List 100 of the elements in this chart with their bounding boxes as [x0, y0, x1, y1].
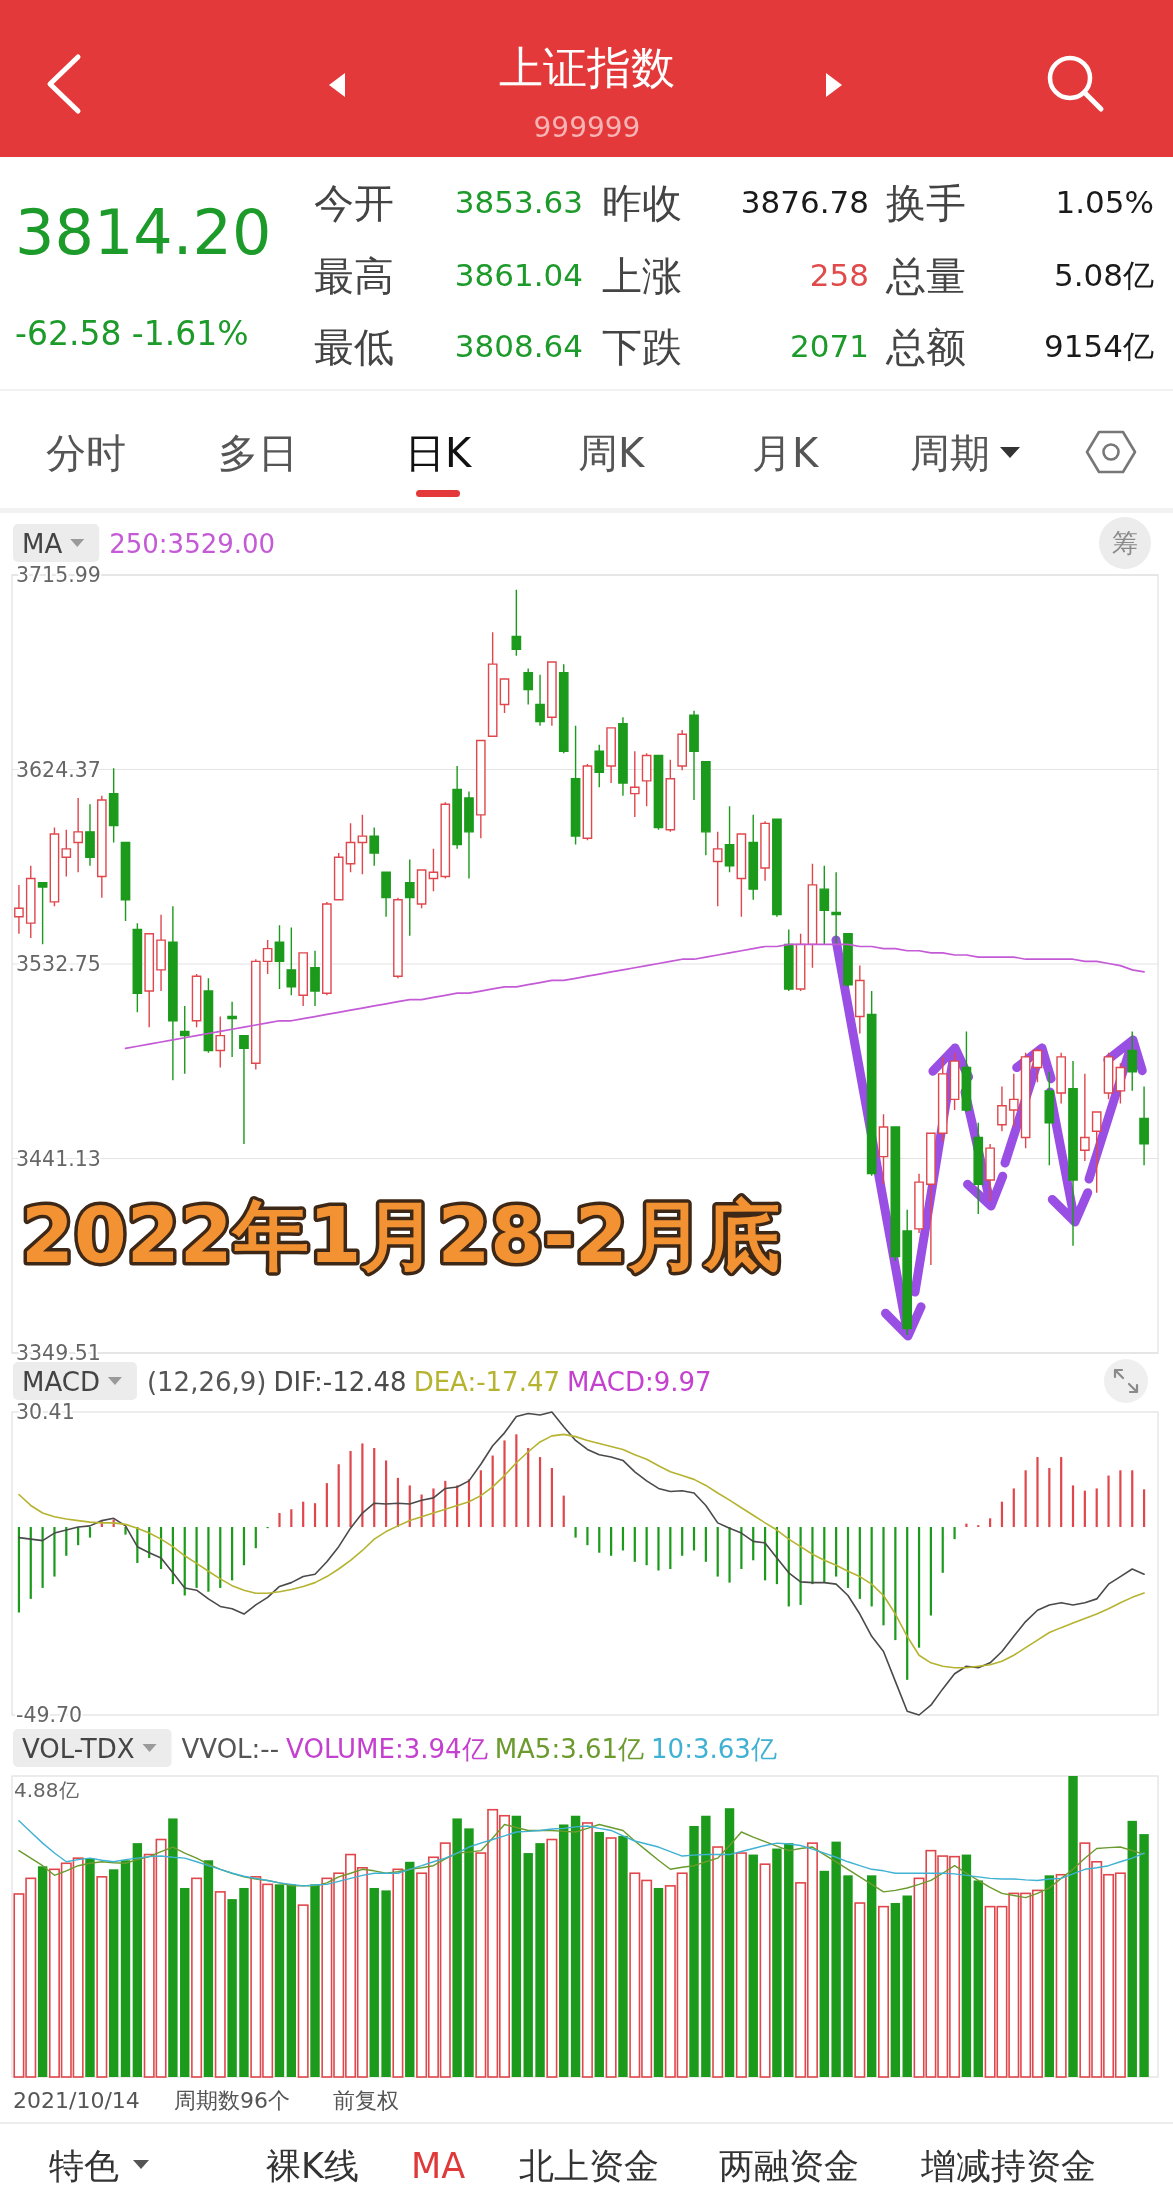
- candlestick: [618, 716, 628, 797]
- candlestick: [1032, 1047, 1043, 1084]
- candlestick: [807, 862, 818, 969]
- candlestick: [831, 871, 841, 946]
- text: 999999: [533, 111, 641, 144]
- candlestick: [558, 663, 569, 754]
- bar: [195, 1527, 198, 1588]
- text: 北上资金: [519, 2146, 659, 2186]
- candlestick: [227, 1000, 237, 1058]
- dropdown-field: MA: [13, 524, 100, 562]
- candlestick: [1020, 1051, 1031, 1149]
- text: 258: [809, 257, 869, 293]
- candlestick: [168, 905, 178, 1081]
- bar: [669, 1527, 672, 1569]
- bar: [917, 1527, 921, 1648]
- text: 日K: [404, 430, 473, 476]
- dropdown-field: VOL-TDX: [13, 1729, 172, 1767]
- bar: [704, 1527, 707, 1562]
- text: 3876.78: [740, 184, 869, 220]
- bar: [1095, 1488, 1098, 1528]
- candlestick: [914, 1172, 924, 1234]
- bar: [1107, 1475, 1110, 1528]
- candlestick: [85, 803, 95, 867]
- candlestick: [582, 763, 593, 842]
- bar: [574, 1527, 577, 1538]
- candlestick: [203, 977, 214, 1054]
- bar: [108, 1869, 119, 2077]
- bar: [1055, 1873, 1067, 2078]
- bar: [37, 1866, 48, 2077]
- annotation: 2022年1月28-2月底: [21, 1191, 780, 1280]
- bar: [349, 1451, 352, 1528]
- candlestick: [250, 958, 261, 1071]
- text: 10:3.63亿: [651, 1733, 777, 1764]
- bar: [132, 1843, 143, 2077]
- bar: [586, 1527, 589, 1546]
- bar: [1083, 1490, 1086, 1528]
- bar: [381, 1890, 391, 2077]
- bar: [1127, 1820, 1137, 2077]
- bar: [854, 1902, 866, 2078]
- text: 昨收: [602, 180, 682, 226]
- bar: [953, 1527, 956, 1540]
- bar: [902, 1895, 912, 2077]
- bar: [546, 1838, 558, 2078]
- candlestick: [1139, 1085, 1149, 1166]
- text: 250:3529.00: [109, 528, 276, 559]
- candlestick: [712, 831, 723, 907]
- bar: [965, 1523, 968, 1528]
- bar: [562, 1495, 565, 1528]
- legend-title: MACD: [22, 1366, 100, 1397]
- bar: [535, 1843, 545, 2077]
- bar: [168, 1818, 178, 2077]
- bar: [559, 1824, 569, 2077]
- candlestick: [511, 589, 522, 657]
- bar: [890, 1903, 901, 2077]
- candlestick: [96, 795, 107, 899]
- candlestick: [262, 939, 273, 975]
- bar: [657, 1527, 660, 1571]
- candlestick: [120, 841, 131, 922]
- bar: [53, 1527, 56, 1577]
- candlestick: [760, 820, 770, 882]
- text: 5.08亿: [1053, 257, 1154, 293]
- bar: [1119, 1470, 1122, 1528]
- bar: [313, 1503, 317, 1528]
- bar: [207, 1527, 210, 1592]
- bar: [1024, 1470, 1027, 1528]
- text: 今开: [314, 180, 394, 226]
- text: -62.58 -1.61%: [15, 314, 249, 353]
- bar: [882, 1527, 885, 1626]
- candlestick: [606, 727, 616, 784]
- candlestick: [890, 1126, 901, 1262]
- candlestick: [452, 765, 462, 850]
- bar: [203, 1860, 214, 2077]
- candlestick: [629, 750, 640, 818]
- text: 两融资金: [719, 2146, 859, 2186]
- candlestick: [866, 990, 877, 1177]
- candlestick: [37, 882, 48, 946]
- candlestick: [274, 924, 285, 990]
- text: 换手: [886, 180, 966, 226]
- candlestick: [949, 1051, 960, 1111]
- text: 周K: [577, 430, 646, 476]
- candlestick: [499, 678, 510, 714]
- bar: [941, 1527, 944, 1573]
- bar: [1036, 1457, 1039, 1528]
- text: MACD:9.97: [567, 1366, 712, 1397]
- bar: [570, 1815, 581, 2077]
- candlestick: [333, 852, 344, 901]
- bar: [653, 1887, 664, 2077]
- series-label: DEA:-17.47: [413, 1366, 561, 1397]
- candlestick: [724, 805, 735, 873]
- candlestick: [854, 964, 865, 1035]
- bar: [191, 1877, 203, 2078]
- bar: [278, 1513, 281, 1528]
- bar: [369, 1887, 379, 2077]
- bar: [748, 1854, 758, 2077]
- bar: [610, 1527, 613, 1556]
- bar: [523, 1853, 533, 2077]
- text: 2021/10/14: [13, 2088, 140, 2113]
- bar: [831, 1841, 841, 2077]
- candlestick: [239, 1034, 249, 1145]
- candlestick: [937, 1056, 948, 1143]
